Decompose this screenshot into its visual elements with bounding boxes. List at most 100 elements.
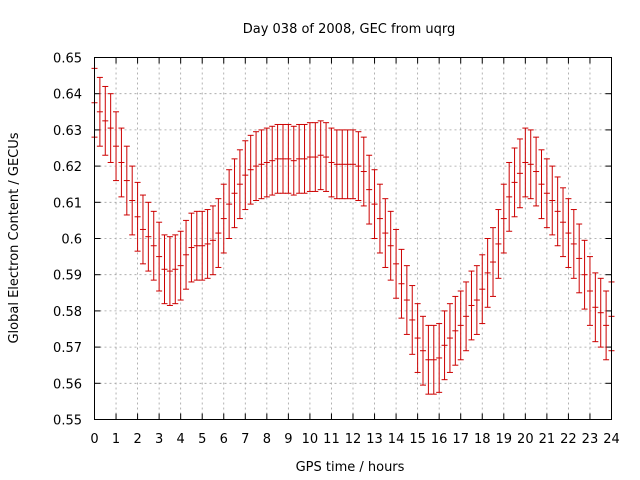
data-point: [597, 277, 604, 348]
data-point: [592, 272, 599, 343]
data-point: [398, 248, 405, 319]
data-point: [107, 93, 114, 163]
data-point: [576, 223, 583, 294]
data-point: [468, 270, 475, 341]
data-point: [220, 183, 227, 254]
y-tick-label: 0.55: [53, 414, 82, 429]
data-point: [543, 158, 550, 229]
data-point: [446, 303, 453, 373]
data-point: [538, 149, 545, 220]
data-point: [603, 290, 610, 361]
data-point: [366, 154, 373, 225]
y-tick-labels: 0.55 0.56 0.57 0.58 0.59 0.6 0.61 0.62 0.63 0.64 0…: [53, 52, 82, 429]
data-point: [430, 324, 437, 395]
y-axis-label: Global Electron Content / GECUs: [7, 132, 22, 343]
data-point: [177, 230, 184, 301]
data-point: [382, 198, 389, 268]
x-tick-label: 21: [539, 432, 556, 447]
data-point: [436, 323, 443, 393]
data-point: [414, 303, 421, 373]
x-tick-label: 24: [603, 432, 620, 447]
data-point: [516, 138, 523, 209]
x-tick-label: 12: [345, 432, 362, 447]
data-point: [409, 285, 416, 355]
y-tick-label: 0.59: [53, 269, 82, 284]
data-point: [333, 129, 340, 200]
data-point: [301, 123, 308, 194]
data-point: [420, 315, 427, 386]
x-tick-label: 8: [263, 432, 271, 447]
x-tick-label: 16: [431, 432, 448, 447]
y-tick-label: 0.63: [53, 124, 82, 139]
x-tick-label: 6: [220, 432, 228, 447]
x-tick-label: 11: [323, 432, 340, 447]
data-point: [285, 123, 292, 194]
x-tick-label: 9: [284, 432, 292, 447]
x-axis-label: GPS time / hours: [296, 460, 405, 475]
data-point: [500, 183, 507, 254]
data-point: [554, 176, 561, 247]
data-point: [215, 198, 222, 268]
data-point: [139, 194, 146, 265]
grid-lines: [94, 57, 612, 420]
y-tick-label: 0.62: [53, 160, 82, 175]
data-point: [129, 165, 136, 236]
data-point: [312, 122, 319, 192]
data-point: [258, 129, 265, 200]
data-point: [253, 131, 260, 201]
x-tick-label: 14: [388, 432, 405, 447]
data-point: [317, 120, 324, 191]
data-point: [274, 123, 281, 194]
x-tick-label: 10: [302, 432, 319, 447]
x-tick-label: 22: [560, 432, 577, 447]
data-point: [306, 122, 313, 192]
data-point: [549, 165, 556, 236]
x-tick-label: 23: [582, 432, 599, 447]
data-point: [570, 209, 577, 279]
y-tick-label: 0.56: [53, 377, 82, 392]
data-point: [376, 183, 383, 254]
data-point: [479, 254, 486, 325]
y-tick-label: 0.58: [53, 305, 82, 320]
data-point: [263, 127, 270, 198]
data-point: [269, 125, 276, 196]
data-point: [172, 234, 179, 305]
data-point: [166, 236, 173, 306]
x-tick-label: 3: [155, 432, 163, 447]
data-point: [226, 169, 233, 239]
data-point: [96, 76, 103, 147]
y-tick-label: 0.57: [53, 341, 82, 356]
data-point: [403, 265, 410, 335]
data-point: [118, 127, 125, 198]
data-point: [323, 122, 330, 192]
data-point: [328, 127, 335, 198]
x-tick-label: 13: [366, 432, 383, 447]
data-point: [355, 131, 362, 201]
data-series: [91, 67, 615, 395]
data-point: [193, 210, 200, 281]
data-point: [339, 129, 346, 200]
x-tick-label: 4: [177, 432, 185, 447]
data-point: [463, 281, 470, 352]
data-point: [134, 181, 141, 252]
data-point: [102, 85, 109, 156]
data-point: [495, 209, 502, 279]
x-tick-labels: 0 1 2 3 4 5 6 7 8 9 10 11 12 13 14 15 16 17 18 19 20 21 22 23 24: [90, 432, 619, 447]
data-point: [290, 125, 297, 196]
data-point: [150, 210, 157, 281]
data-point: [560, 187, 567, 258]
tick-marks: [94, 57, 612, 420]
data-point: [490, 227, 497, 297]
data-point: [371, 169, 378, 239]
data-point: [242, 140, 249, 211]
data-point: [344, 129, 351, 200]
x-tick-label: 1: [112, 432, 120, 447]
x-tick-label: 7: [241, 432, 249, 447]
y-tick-label: 0.6: [61, 233, 82, 248]
data-point: [204, 209, 211, 279]
x-tick-label: 20: [517, 432, 534, 447]
x-tick-label: 17: [452, 432, 469, 447]
data-point: [236, 149, 243, 220]
data-point: [506, 161, 513, 232]
data-point: [565, 198, 572, 268]
